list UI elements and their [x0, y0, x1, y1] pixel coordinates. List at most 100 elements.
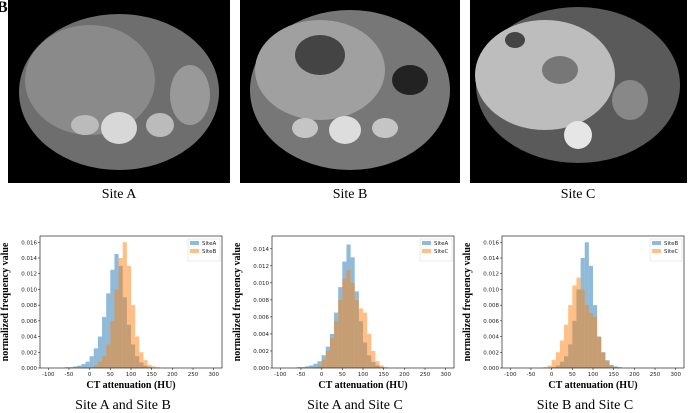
histogram-bar: [151, 366, 156, 368]
histogram-bar: [317, 361, 322, 368]
x-tick-label: -50: [526, 372, 535, 378]
histogram-bar: [543, 367, 548, 368]
y-tick-label: 0.014: [483, 256, 499, 262]
y-axis-label: normalized frequency value: [0, 242, 11, 361]
histogram-bar: [131, 305, 136, 368]
x-tick-label: -100: [42, 372, 55, 378]
histogram-bar: [155, 367, 160, 368]
histogram-bar: [580, 289, 585, 368]
histogram-bar: [358, 308, 363, 368]
legend-swatch: [422, 249, 431, 253]
histogram-chart: 0.000 0.002 0.004 0.006 0.008 0.010 0.012 0.014…: [462, 235, 685, 413]
legend-label: SiteA: [434, 241, 449, 247]
histogram-bar: [68, 367, 74, 368]
y-tick-label: 0.008: [21, 303, 37, 309]
histogram-bar: [588, 313, 593, 368]
x-tick-label: 250: [420, 372, 431, 378]
x-tick-label: -100: [274, 372, 287, 378]
y-tick-label: 0.006: [21, 319, 37, 325]
histogram-bar: [309, 365, 314, 368]
histogram-bar: [139, 352, 144, 368]
y-tick-label: 0.010: [483, 287, 499, 293]
y-tick-label: 0.004: [253, 332, 269, 338]
histogram-bar: [576, 277, 581, 368]
histogram-bar: [77, 365, 82, 368]
histogram-bar: [64, 367, 69, 368]
legend-swatch: [422, 241, 431, 245]
histogram-chart: 0.000 0.002 0.004 0.006 0.008 0.010 0.012 0.014…: [232, 235, 455, 413]
histogram-bar: [609, 365, 614, 368]
histogram-bar: [97, 361, 103, 368]
histogram-bar: [93, 348, 98, 368]
x-axis-label: CT attenuation (HU): [548, 380, 637, 391]
x-tick-label: 200: [399, 372, 410, 378]
histogram-bar: [102, 356, 107, 368]
histogram-bar: [106, 293, 111, 368]
y-axis-label: normalized frequency value: [462, 242, 473, 361]
histogram-bar: [371, 350, 376, 368]
y-tick-label: 0.004: [21, 335, 37, 341]
histogram-bar: [300, 367, 306, 368]
histogram-bar: [313, 367, 318, 368]
y-tick-label: 0.002: [253, 349, 269, 355]
histogram-bar: [379, 365, 384, 368]
y-tick-label: 0.002: [21, 350, 37, 356]
image-caption: Site C: [561, 187, 596, 202]
histogram-bar: [555, 352, 560, 368]
x-tick-label: 150: [378, 372, 389, 378]
histogram-bar: [110, 269, 115, 368]
x-tick-label: 0: [88, 372, 92, 378]
y-tick-label: 0.006: [483, 319, 499, 325]
x-tick-label: 200: [629, 372, 640, 378]
y-tick-label: 0.008: [483, 303, 499, 309]
histogram-bar: [93, 365, 98, 368]
histogram-bar: [605, 361, 610, 368]
histogram-bar: [118, 258, 123, 368]
legend-swatch: [190, 241, 199, 245]
histogram-bar: [321, 359, 326, 368]
histogram-bar: [584, 305, 589, 368]
histogram-bar: [143, 360, 148, 368]
y-axis-label: normalized frequency value: [232, 242, 243, 361]
histogram-bar: [106, 344, 111, 368]
histogram-bar: [547, 365, 552, 368]
x-axis-label: CT attenuation (HU): [86, 380, 175, 391]
x-tick-label: -50: [64, 372, 73, 378]
x-tick-label: 300: [670, 372, 681, 378]
y-tick-label: 0.000: [253, 366, 269, 372]
histogram-bar: [342, 278, 347, 368]
legend-label: SiteB: [664, 241, 679, 247]
y-tick-label: 0.012: [21, 272, 37, 278]
histogram-bar: [325, 350, 330, 368]
histogram-chart: 0.000 0.002 0.004 0.006 0.008 0.010 0.012 0.014…: [0, 235, 223, 413]
histogram-bar: [334, 321, 339, 368]
chart-caption: Site A and Site C: [307, 398, 403, 413]
histogram-bar: [122, 242, 127, 368]
histogram-bar: [367, 333, 372, 368]
x-tick-label: 50: [569, 372, 576, 378]
y-tick-label: 0.012: [253, 264, 269, 270]
legend-label: SiteB: [202, 249, 217, 255]
histogram-bar: [559, 340, 565, 368]
image-caption: Site B: [333, 187, 368, 202]
x-tick-label: 300: [208, 372, 219, 378]
x-tick-label: 0: [550, 372, 554, 378]
histogram-bar: [564, 324, 569, 368]
legend-label: SiteC: [434, 249, 449, 255]
y-tick-label: 0.000: [483, 366, 499, 372]
y-tick-label: 0.014: [253, 247, 269, 253]
y-tick-label: 0.010: [21, 287, 37, 293]
y-tick-label: 0.016: [483, 240, 499, 246]
chart-caption: Site B and Site C: [537, 398, 633, 413]
x-tick-label: 200: [167, 372, 178, 378]
histogram-bar: [313, 363, 318, 368]
x-tick-label: 150: [146, 372, 157, 378]
histogram-bar: [593, 316, 598, 368]
histogram-bar: [350, 282, 355, 368]
y-tick-label: 0.010: [253, 281, 269, 287]
legend-label: SiteA: [202, 241, 217, 247]
x-tick-label: 150: [608, 372, 619, 378]
y-tick-label: 0.016: [21, 240, 37, 246]
panel-label: B: [0, 0, 8, 16]
histogram-bar: [617, 367, 622, 368]
